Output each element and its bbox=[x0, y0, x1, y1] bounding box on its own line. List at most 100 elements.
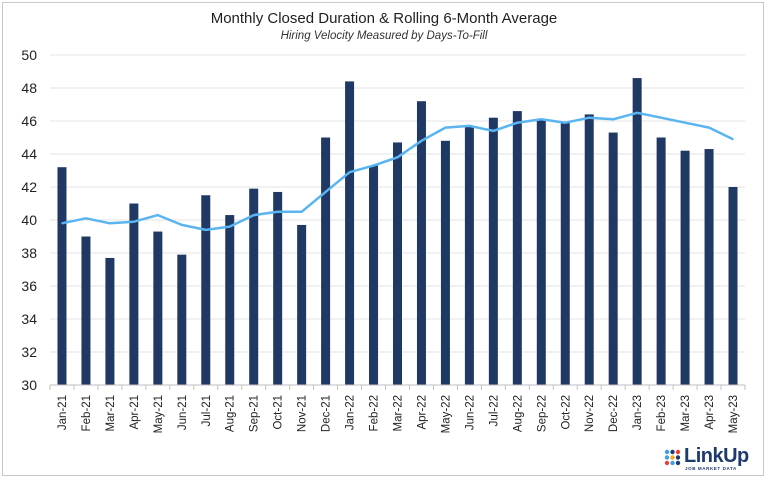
logo-tagline: JOB MARKET DATA bbox=[685, 466, 737, 471]
x-tick-label: Sep-21 bbox=[249, 395, 261, 432]
x-tick-label: Jun-21 bbox=[177, 395, 189, 430]
bar bbox=[177, 254, 187, 385]
bar bbox=[225, 215, 235, 385]
y-tick-label: 36 bbox=[21, 278, 37, 294]
bar bbox=[680, 150, 690, 385]
y-tick-label: 42 bbox=[21, 179, 37, 195]
x-tick-label: Jun-22 bbox=[464, 395, 476, 430]
logo-dot bbox=[670, 449, 675, 455]
x-tick-label: May-22 bbox=[440, 395, 452, 433]
logo-dot bbox=[664, 460, 670, 466]
line-point bbox=[133, 220, 135, 223]
line-point bbox=[252, 214, 255, 216]
line-point bbox=[300, 210, 303, 213]
axes: 30 32 34 36 38 40 42 44 46 48 50 Jan-21 Feb-21 Mar-21… bbox=[21, 47, 746, 433]
y-tick-label: 30 bbox=[21, 377, 37, 393]
x-tick-label: Mar-22 bbox=[393, 395, 405, 431]
x-tick-label: Feb-22 bbox=[369, 395, 381, 431]
bar bbox=[440, 140, 450, 385]
line-point bbox=[420, 140, 423, 142]
bar bbox=[464, 125, 474, 385]
x-tick-label: Apr-21 bbox=[129, 395, 141, 430]
y-tick-label: 48 bbox=[21, 80, 37, 96]
x-tick-label: Aug-22 bbox=[512, 395, 524, 432]
y-tick-label: 50 bbox=[21, 47, 37, 63]
y-tick-label: 34 bbox=[21, 311, 37, 327]
line-point bbox=[348, 171, 351, 173]
bar bbox=[297, 224, 307, 385]
x-tick-label: Jan-21 bbox=[57, 395, 69, 430]
y-tick-label: 46 bbox=[21, 113, 37, 129]
bar bbox=[369, 165, 379, 385]
line-point bbox=[181, 224, 183, 226]
logo-dot bbox=[675, 449, 681, 455]
bar bbox=[728, 187, 738, 385]
chart-subtitle: Hiring Velocity Measured by Days-To-Fill bbox=[280, 30, 488, 42]
logo-dot bbox=[675, 455, 681, 460]
y-tick-label: 32 bbox=[21, 344, 37, 360]
x-tick-label: Nov-22 bbox=[584, 395, 596, 432]
bar bbox=[393, 142, 402, 385]
line-point bbox=[468, 125, 471, 127]
bar bbox=[560, 122, 570, 386]
bar bbox=[273, 191, 283, 385]
bar bbox=[321, 137, 331, 385]
bar bbox=[416, 101, 426, 385]
x-tick-label: Nov-21 bbox=[297, 395, 309, 432]
bar bbox=[608, 132, 618, 385]
logo-name: LinkUp bbox=[684, 445, 749, 467]
line-point bbox=[444, 126, 447, 129]
linkup-logo: LinkUp JOB MARKET DATA bbox=[664, 445, 760, 473]
x-tick-label: Oct-21 bbox=[273, 395, 285, 430]
line-point bbox=[157, 214, 159, 216]
logo-dot bbox=[664, 449, 670, 455]
bar bbox=[512, 111, 522, 385]
x-tick-label: Jan-22 bbox=[345, 395, 357, 430]
chart-frame bbox=[2, 2, 764, 476]
line-point bbox=[612, 118, 614, 121]
x-tick-label: Feb-21 bbox=[81, 395, 93, 431]
x-tick-label: Jul-21 bbox=[201, 395, 213, 426]
x-tick-label: Mar-23 bbox=[680, 395, 692, 431]
line-point bbox=[540, 118, 543, 121]
line-point bbox=[588, 116, 591, 119]
x-tick-label: Apr-23 bbox=[704, 395, 716, 430]
line-point bbox=[492, 130, 495, 132]
rolling-average-series bbox=[61, 111, 734, 232]
x-tick-label: Jul-22 bbox=[488, 395, 500, 426]
bar bbox=[105, 257, 115, 385]
bar bbox=[129, 203, 139, 385]
line-point bbox=[660, 116, 662, 119]
bar bbox=[656, 137, 666, 385]
line-point bbox=[636, 111, 638, 114]
y-tick-label: 44 bbox=[21, 146, 37, 162]
line-point bbox=[708, 126, 710, 129]
x-tick-label: Jan-23 bbox=[632, 395, 644, 430]
line-point bbox=[61, 222, 63, 225]
bar bbox=[704, 149, 714, 385]
bar bbox=[632, 78, 642, 385]
x-tick-label: Oct-22 bbox=[560, 395, 572, 430]
x-tick-label: Feb-23 bbox=[656, 395, 668, 431]
bar bbox=[488, 117, 498, 385]
bar bbox=[81, 236, 91, 385]
x-tick-label: May-21 bbox=[153, 395, 165, 433]
bar bbox=[201, 195, 211, 385]
line-point bbox=[109, 222, 111, 225]
line-point bbox=[564, 121, 567, 124]
x-tick-label: Dec-21 bbox=[321, 395, 333, 432]
y-tick-label: 38 bbox=[21, 245, 37, 261]
bar bbox=[57, 167, 67, 385]
line-point bbox=[372, 164, 375, 167]
logo-dot bbox=[664, 455, 670, 460]
x-tick-label: Aug-21 bbox=[225, 395, 237, 432]
x-tick-label: Apr-22 bbox=[416, 395, 428, 430]
x-tick-label: Sep-22 bbox=[536, 395, 548, 432]
line-point bbox=[276, 210, 279, 213]
line-point bbox=[204, 229, 207, 231]
y-tick-label: 40 bbox=[21, 212, 37, 228]
logo-dot bbox=[670, 460, 675, 466]
bar-series bbox=[57, 78, 738, 386]
x-tick-label: May-23 bbox=[728, 395, 740, 433]
